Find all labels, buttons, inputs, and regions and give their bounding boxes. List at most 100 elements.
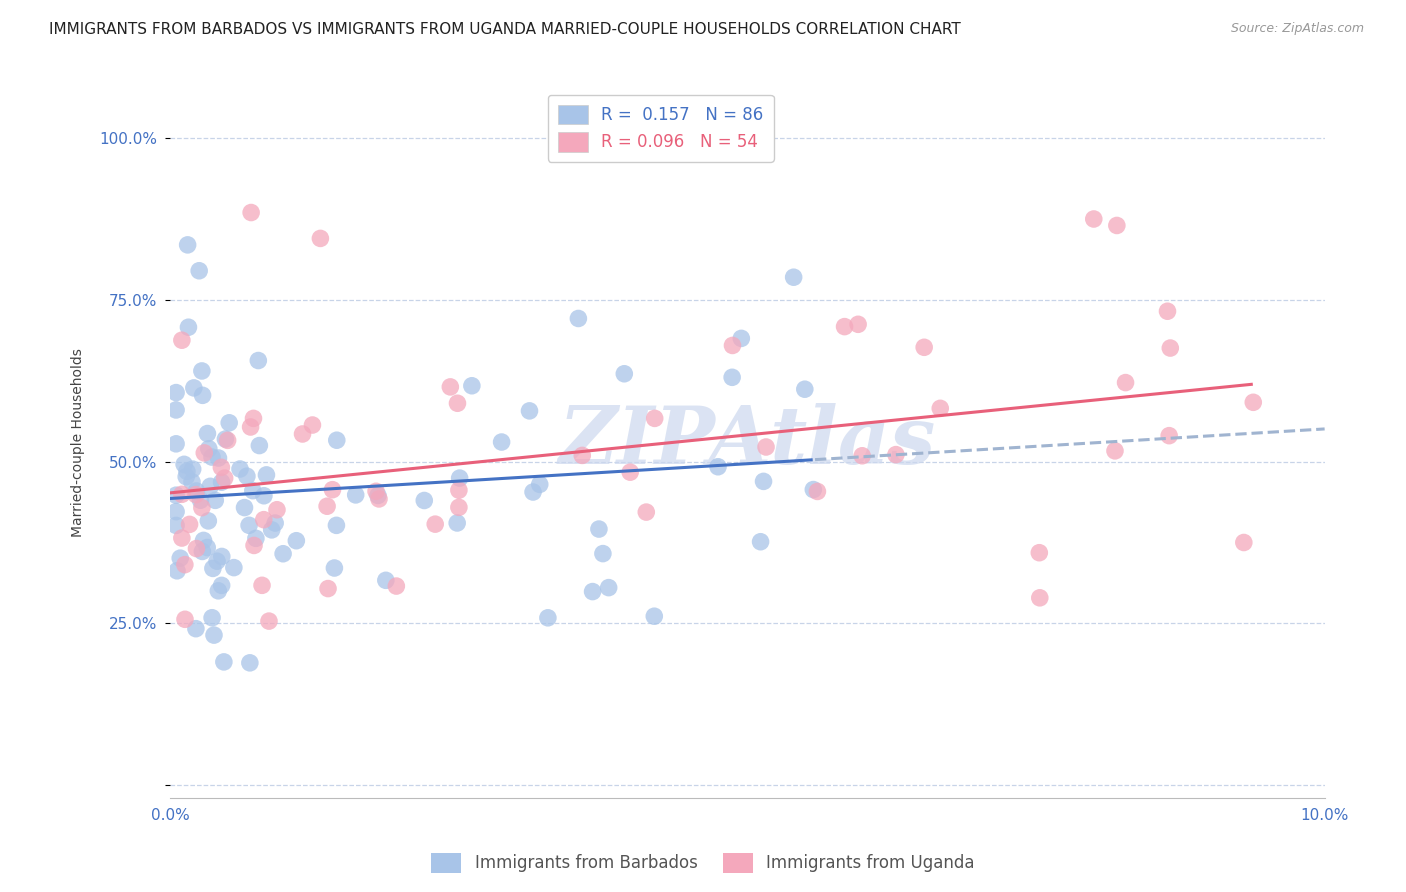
Point (201, 561, 224, 575)
Point (846, 318, 869, 332)
Point (218, 416, 240, 430)
Point (721, 338, 744, 352)
Point (165, 518, 187, 533)
Point (707, 459, 730, 474)
Point (207, 583, 229, 598)
Point (316, 500, 339, 514)
Point (301, 417, 323, 432)
Point (217, 434, 239, 448)
Point (491, 435, 513, 450)
Point (236, 469, 259, 483)
Point (205, 554, 228, 568)
Text: IMMIGRANTS FROM BARBADOS VS IMMIGRANTS FROM UGANDA MARRIED-COUPLE HOUSEHOLDS COR: IMMIGRANTS FROM BARBADOS VS IMMIGRANTS F… (49, 22, 960, 37)
Point (834, 319, 856, 334)
Point (325, 518, 347, 533)
Point (1159, 428, 1181, 442)
Point (229, 462, 252, 476)
Point (239, 656, 262, 670)
Point (202, 628, 225, 642)
Point (165, 505, 187, 519)
Point (801, 483, 824, 497)
Point (170, 531, 193, 545)
Point (247, 353, 270, 368)
Point (170, 333, 193, 347)
Point (782, 270, 804, 285)
Point (245, 532, 267, 546)
Point (271, 547, 294, 561)
Point (253, 513, 276, 527)
Point (165, 403, 187, 417)
Point (174, 612, 197, 626)
Point (537, 611, 560, 625)
Point (588, 522, 610, 536)
Point (195, 541, 218, 555)
Point (191, 388, 214, 402)
Point (367, 488, 389, 502)
Point (326, 434, 349, 448)
Point (529, 477, 551, 491)
Point (439, 380, 461, 394)
Point (571, 449, 593, 463)
Point (165, 385, 187, 400)
Y-axis label: Married-couple Households: Married-couple Households (72, 348, 86, 537)
Point (239, 420, 262, 434)
Point (1241, 395, 1264, 409)
Point (191, 500, 214, 515)
Point (730, 331, 752, 345)
Point (184, 487, 207, 501)
Point (181, 462, 204, 476)
Point (806, 484, 828, 499)
Point (190, 493, 212, 508)
Point (344, 488, 367, 502)
Point (173, 558, 195, 572)
Point (364, 484, 387, 499)
Point (1028, 546, 1050, 560)
Point (201, 611, 224, 625)
Point (212, 655, 235, 669)
Point (461, 378, 484, 392)
Point (291, 427, 314, 442)
Point (233, 500, 256, 515)
Point (250, 578, 273, 592)
Point (174, 469, 197, 483)
Point (321, 483, 343, 497)
Point (260, 523, 283, 537)
Point (257, 614, 280, 628)
Point (1029, 591, 1052, 605)
Point (198, 442, 221, 456)
Point (240, 205, 263, 219)
Text: Source: ZipAtlas.com: Source: ZipAtlas.com (1230, 22, 1364, 36)
Point (200, 479, 222, 493)
Point (309, 231, 332, 245)
Point (446, 516, 468, 530)
Point (176, 464, 198, 478)
Point (191, 544, 214, 558)
Point (186, 541, 208, 556)
Point (1159, 341, 1181, 355)
Point (201, 450, 224, 464)
Point (170, 487, 193, 501)
Point (209, 460, 232, 475)
Point (191, 364, 214, 378)
Point (1105, 219, 1128, 233)
Point (169, 551, 191, 566)
Point (285, 533, 308, 548)
Point (165, 437, 187, 451)
Point (211, 578, 233, 592)
Point (374, 574, 396, 588)
Point (197, 426, 219, 441)
Point (1083, 212, 1105, 227)
Point (912, 340, 935, 354)
Point (183, 381, 205, 395)
Point (755, 440, 778, 454)
Point (188, 264, 211, 278)
Point (1233, 535, 1256, 549)
Point (166, 564, 188, 578)
Point (567, 311, 589, 326)
Point (253, 489, 276, 503)
Point (177, 320, 200, 334)
Point (721, 370, 744, 384)
Point (446, 396, 468, 410)
Point (266, 502, 288, 516)
Point (749, 534, 772, 549)
